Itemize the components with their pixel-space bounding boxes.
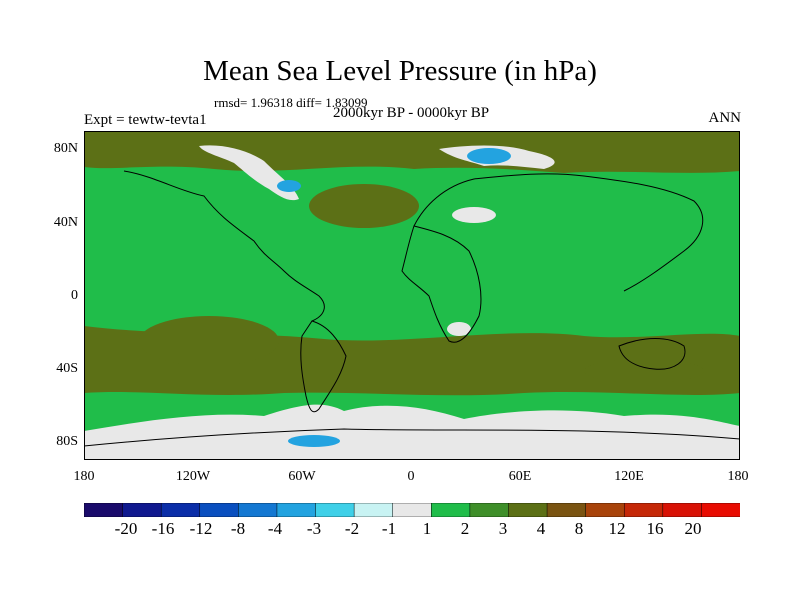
coastlines [84,170,740,447]
ytick-80n: 80N [53,141,78,156]
stats-text: rmsd= 1.96318 diff= 1.83099 [214,95,368,110]
colorbar-label: -20 [114,519,138,538]
pressure-map [84,131,740,460]
period-label: 2000kyr BP - 0000kyr BP [332,105,490,121]
colorbar-swatch [546,503,587,517]
ytick-0: 0 [71,288,78,303]
colorbar-label: -2 [344,519,360,538]
xtick-60e: 60E [508,469,532,484]
south-pacific-patch [139,316,279,366]
colorbar-swatch [353,503,394,517]
map-title: Mean Sea Level Pressure (in hPa) [203,55,597,87]
colorbar-swatch [701,503,740,517]
colorbar-swatch [160,503,201,517]
africa-coast [401,225,482,343]
ytick-40n: 40N [53,215,78,230]
colorbar-swatch [238,503,278,517]
caspian-near-zero [452,207,496,223]
colorbar-swatch [469,503,510,517]
colorbar-label: 8 [574,519,584,538]
south-america-coast [300,320,347,413]
colorbar-label: 3 [498,519,508,538]
africa-near-zero [447,322,471,336]
baffin-negative [277,180,301,192]
south-indian-patch [584,359,704,383]
greenland-near-zero [199,145,299,201]
colorbar-label: -1 [381,519,397,538]
colorbar-swatch [431,503,471,517]
colorbar-swatch [662,503,703,517]
xtick-60w: 60W [288,469,316,484]
colorbar-label: 2 [460,519,470,538]
antarctic-near-zero [84,404,740,460]
map-background [84,131,740,460]
xtick-120w: 120W [175,469,211,484]
colorbar-swatch [199,503,240,517]
colorbar-swatch [315,503,355,517]
colorbar-label: 16 [646,519,664,538]
xtick-120e: 120E [614,469,644,484]
colorbar-label: 1 [422,519,432,538]
colorbar-label: 12 [608,519,626,538]
map-frame [84,131,740,460]
colorbar-label: -16 [151,519,175,538]
colorbar-swatch [84,503,124,517]
ytick-40s: 40S [56,361,78,376]
xtick-180w: 180 [73,469,95,484]
north-atlantic-patch [309,184,419,228]
ytick-80s: 80S [56,434,78,449]
arctic-high-band [84,131,740,173]
colorbar-label: -3 [306,519,322,538]
colorbar-swatch [276,503,317,517]
north-america-coast [123,170,325,322]
experiment-label: Expt = tewtw-tevta1 [84,112,207,128]
colorbar-swatch [623,503,664,517]
colorbar-swatch [585,503,625,517]
colorbar-label: 20 [684,519,702,538]
xtick-180e: 180 [727,469,749,484]
season-label: ANN [708,110,742,126]
arctic-negative [467,148,511,164]
antarctic-negative [288,435,340,447]
eurasia-coast [413,173,704,292]
xtick-0: 0 [407,469,415,484]
australia-coast [618,338,686,370]
colorbar-swatch [122,503,162,517]
colorbar-label: 4 [536,519,546,538]
antarctica-coast [84,428,740,447]
colorbar-label: -12 [189,519,213,538]
colorbar-swatch [392,503,433,517]
colorbar [84,503,740,517]
colorbar-label: -8 [230,519,246,538]
colorbar-label: -4 [267,519,283,538]
colorbar-swatch [508,503,548,517]
